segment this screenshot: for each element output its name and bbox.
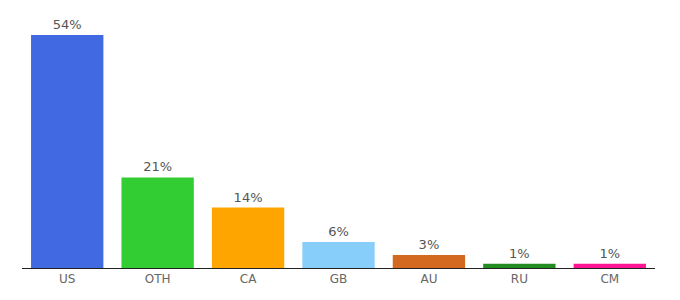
svg-text:OTH: OTH bbox=[145, 272, 171, 286]
svg-text:GB: GB bbox=[330, 272, 348, 286]
svg-text:CM: CM bbox=[600, 272, 619, 286]
svg-text:1%: 1% bbox=[509, 246, 530, 261]
svg-text:RU: RU bbox=[511, 272, 528, 286]
svg-text:21%: 21% bbox=[143, 159, 172, 174]
svg-text:AU: AU bbox=[420, 272, 437, 286]
svg-text:1%: 1% bbox=[599, 246, 620, 261]
svg-text:CA: CA bbox=[240, 272, 257, 286]
svg-text:54%: 54% bbox=[53, 17, 82, 32]
svg-text:US: US bbox=[59, 272, 75, 286]
svg-text:6%: 6% bbox=[328, 224, 349, 239]
svg-text:3%: 3% bbox=[419, 237, 440, 252]
svg-text:14%: 14% bbox=[234, 190, 263, 205]
